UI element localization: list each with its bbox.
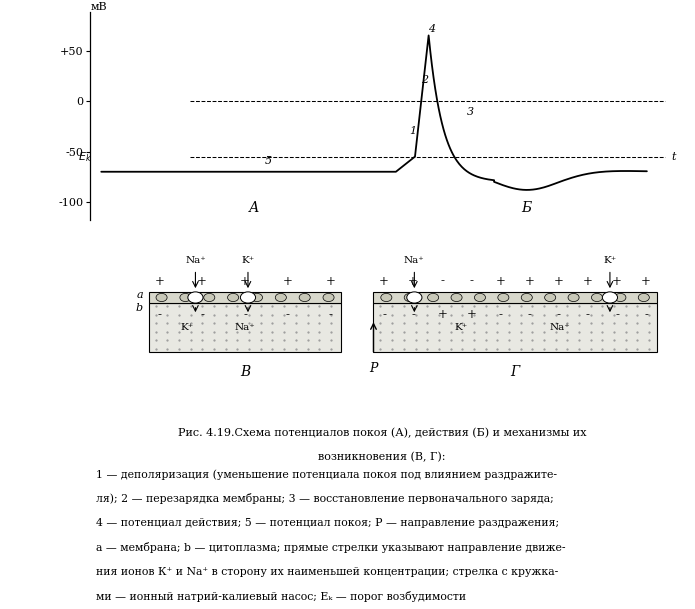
Text: 4: 4 — [427, 24, 434, 34]
Text: +: + — [554, 275, 564, 287]
Circle shape — [591, 294, 603, 301]
Circle shape — [615, 294, 626, 301]
Text: +: + — [466, 308, 476, 321]
Text: Na⁺: Na⁺ — [185, 256, 206, 266]
Text: -: - — [243, 308, 247, 321]
Circle shape — [545, 294, 556, 301]
Circle shape — [180, 294, 191, 301]
Text: -: - — [644, 308, 648, 321]
Text: Na⁺: Na⁺ — [550, 323, 571, 333]
Circle shape — [381, 294, 392, 301]
Circle shape — [252, 294, 263, 301]
Text: -: - — [382, 308, 386, 321]
Circle shape — [407, 292, 422, 303]
Bar — [373, 303, 657, 353]
Text: 1: 1 — [409, 127, 417, 136]
Text: возникновения (В, Г):: возникновения (В, Г): — [318, 452, 446, 462]
Text: +: + — [525, 275, 534, 287]
Circle shape — [188, 292, 203, 303]
Text: +: + — [283, 275, 293, 287]
Text: ми — ионный натрий-калиевый насос; Eₖ — порог возбудимости: ми — ионный натрий-калиевый насос; Eₖ — … — [96, 591, 466, 602]
Text: +: + — [154, 275, 164, 287]
Text: -: - — [498, 308, 502, 321]
Text: t: t — [671, 152, 676, 161]
Circle shape — [156, 294, 167, 301]
Circle shape — [427, 294, 439, 301]
Circle shape — [204, 294, 215, 301]
Text: a: a — [136, 290, 143, 300]
Text: +: + — [197, 275, 207, 287]
Text: +: + — [612, 275, 622, 287]
Text: -: - — [329, 308, 333, 321]
Text: $E_k$: $E_k$ — [78, 150, 92, 163]
Text: Na⁺: Na⁺ — [235, 323, 256, 333]
Circle shape — [240, 292, 256, 303]
Circle shape — [475, 294, 486, 301]
Text: -: - — [286, 308, 290, 321]
Text: -: - — [528, 308, 532, 321]
Text: +: + — [496, 275, 505, 287]
Text: +: + — [379, 275, 389, 287]
Circle shape — [227, 294, 238, 301]
Circle shape — [451, 294, 462, 301]
Text: мВ: мВ — [90, 2, 107, 12]
Text: Р: Р — [369, 362, 377, 375]
Text: K⁺: K⁺ — [241, 256, 254, 266]
Text: Рис. 4.19.Схема потенциалов покоя (А), действия (Б) и механизмы их: Рис. 4.19.Схема потенциалов покоя (А), д… — [178, 428, 587, 438]
Circle shape — [498, 294, 509, 301]
Circle shape — [603, 292, 618, 303]
Text: 2: 2 — [422, 75, 429, 85]
Text: -: - — [411, 308, 415, 321]
Text: А: А — [249, 201, 259, 215]
Text: -: - — [440, 275, 444, 287]
Text: K⁺: K⁺ — [455, 323, 468, 333]
Text: 1 — деполяризация (уменьшение потенциала покоя под влиянием раздражите-: 1 — деполяризация (уменьшение потенциала… — [96, 469, 557, 479]
Text: 5: 5 — [265, 156, 272, 166]
Circle shape — [299, 294, 310, 301]
Text: а — мембрана; b — цитоплазма; прямые стрелки указывают направление движе-: а — мембрана; b — цитоплазма; прямые стр… — [96, 542, 566, 553]
Text: +: + — [641, 275, 651, 287]
Text: 3: 3 — [467, 107, 474, 117]
Text: -: - — [200, 308, 204, 321]
Circle shape — [568, 294, 579, 301]
Text: ля); 2 — перезарядка мембраны; 3 — восстановление первоначального заряда;: ля); 2 — перезарядка мембраны; 3 — восст… — [96, 493, 554, 504]
Text: 4 — потенциал действия; 5 — потенциал покоя; Р — направление раздражения;: 4 — потенциал действия; 5 — потенциал по… — [96, 518, 559, 528]
Text: Г: Г — [510, 365, 520, 379]
Text: +: + — [437, 308, 447, 321]
Text: K⁺: K⁺ — [180, 323, 193, 333]
Text: ния ионов К⁺ и Na⁺ в сторону их наименьшей концентрации; стрелка с кружка-: ния ионов К⁺ и Na⁺ в сторону их наименьш… — [96, 566, 559, 577]
Text: -: - — [157, 308, 161, 321]
Text: Б: Б — [522, 201, 532, 215]
Text: -: - — [469, 275, 473, 287]
Text: -: - — [615, 308, 619, 321]
Text: -: - — [557, 308, 561, 321]
Text: +: + — [326, 275, 336, 287]
Circle shape — [404, 294, 416, 301]
Text: -: - — [586, 308, 590, 321]
Bar — [373, 292, 657, 303]
Text: Na⁺: Na⁺ — [404, 256, 425, 266]
Text: b: b — [136, 303, 143, 313]
Bar — [149, 303, 341, 353]
Bar — [149, 292, 341, 303]
Text: +: + — [240, 275, 250, 287]
Text: В: В — [240, 365, 250, 379]
Text: +: + — [583, 275, 593, 287]
Text: +: + — [408, 275, 418, 287]
Circle shape — [275, 294, 286, 301]
Text: K⁺: K⁺ — [603, 256, 616, 266]
Circle shape — [323, 294, 334, 301]
Circle shape — [521, 294, 532, 301]
Circle shape — [638, 294, 649, 301]
